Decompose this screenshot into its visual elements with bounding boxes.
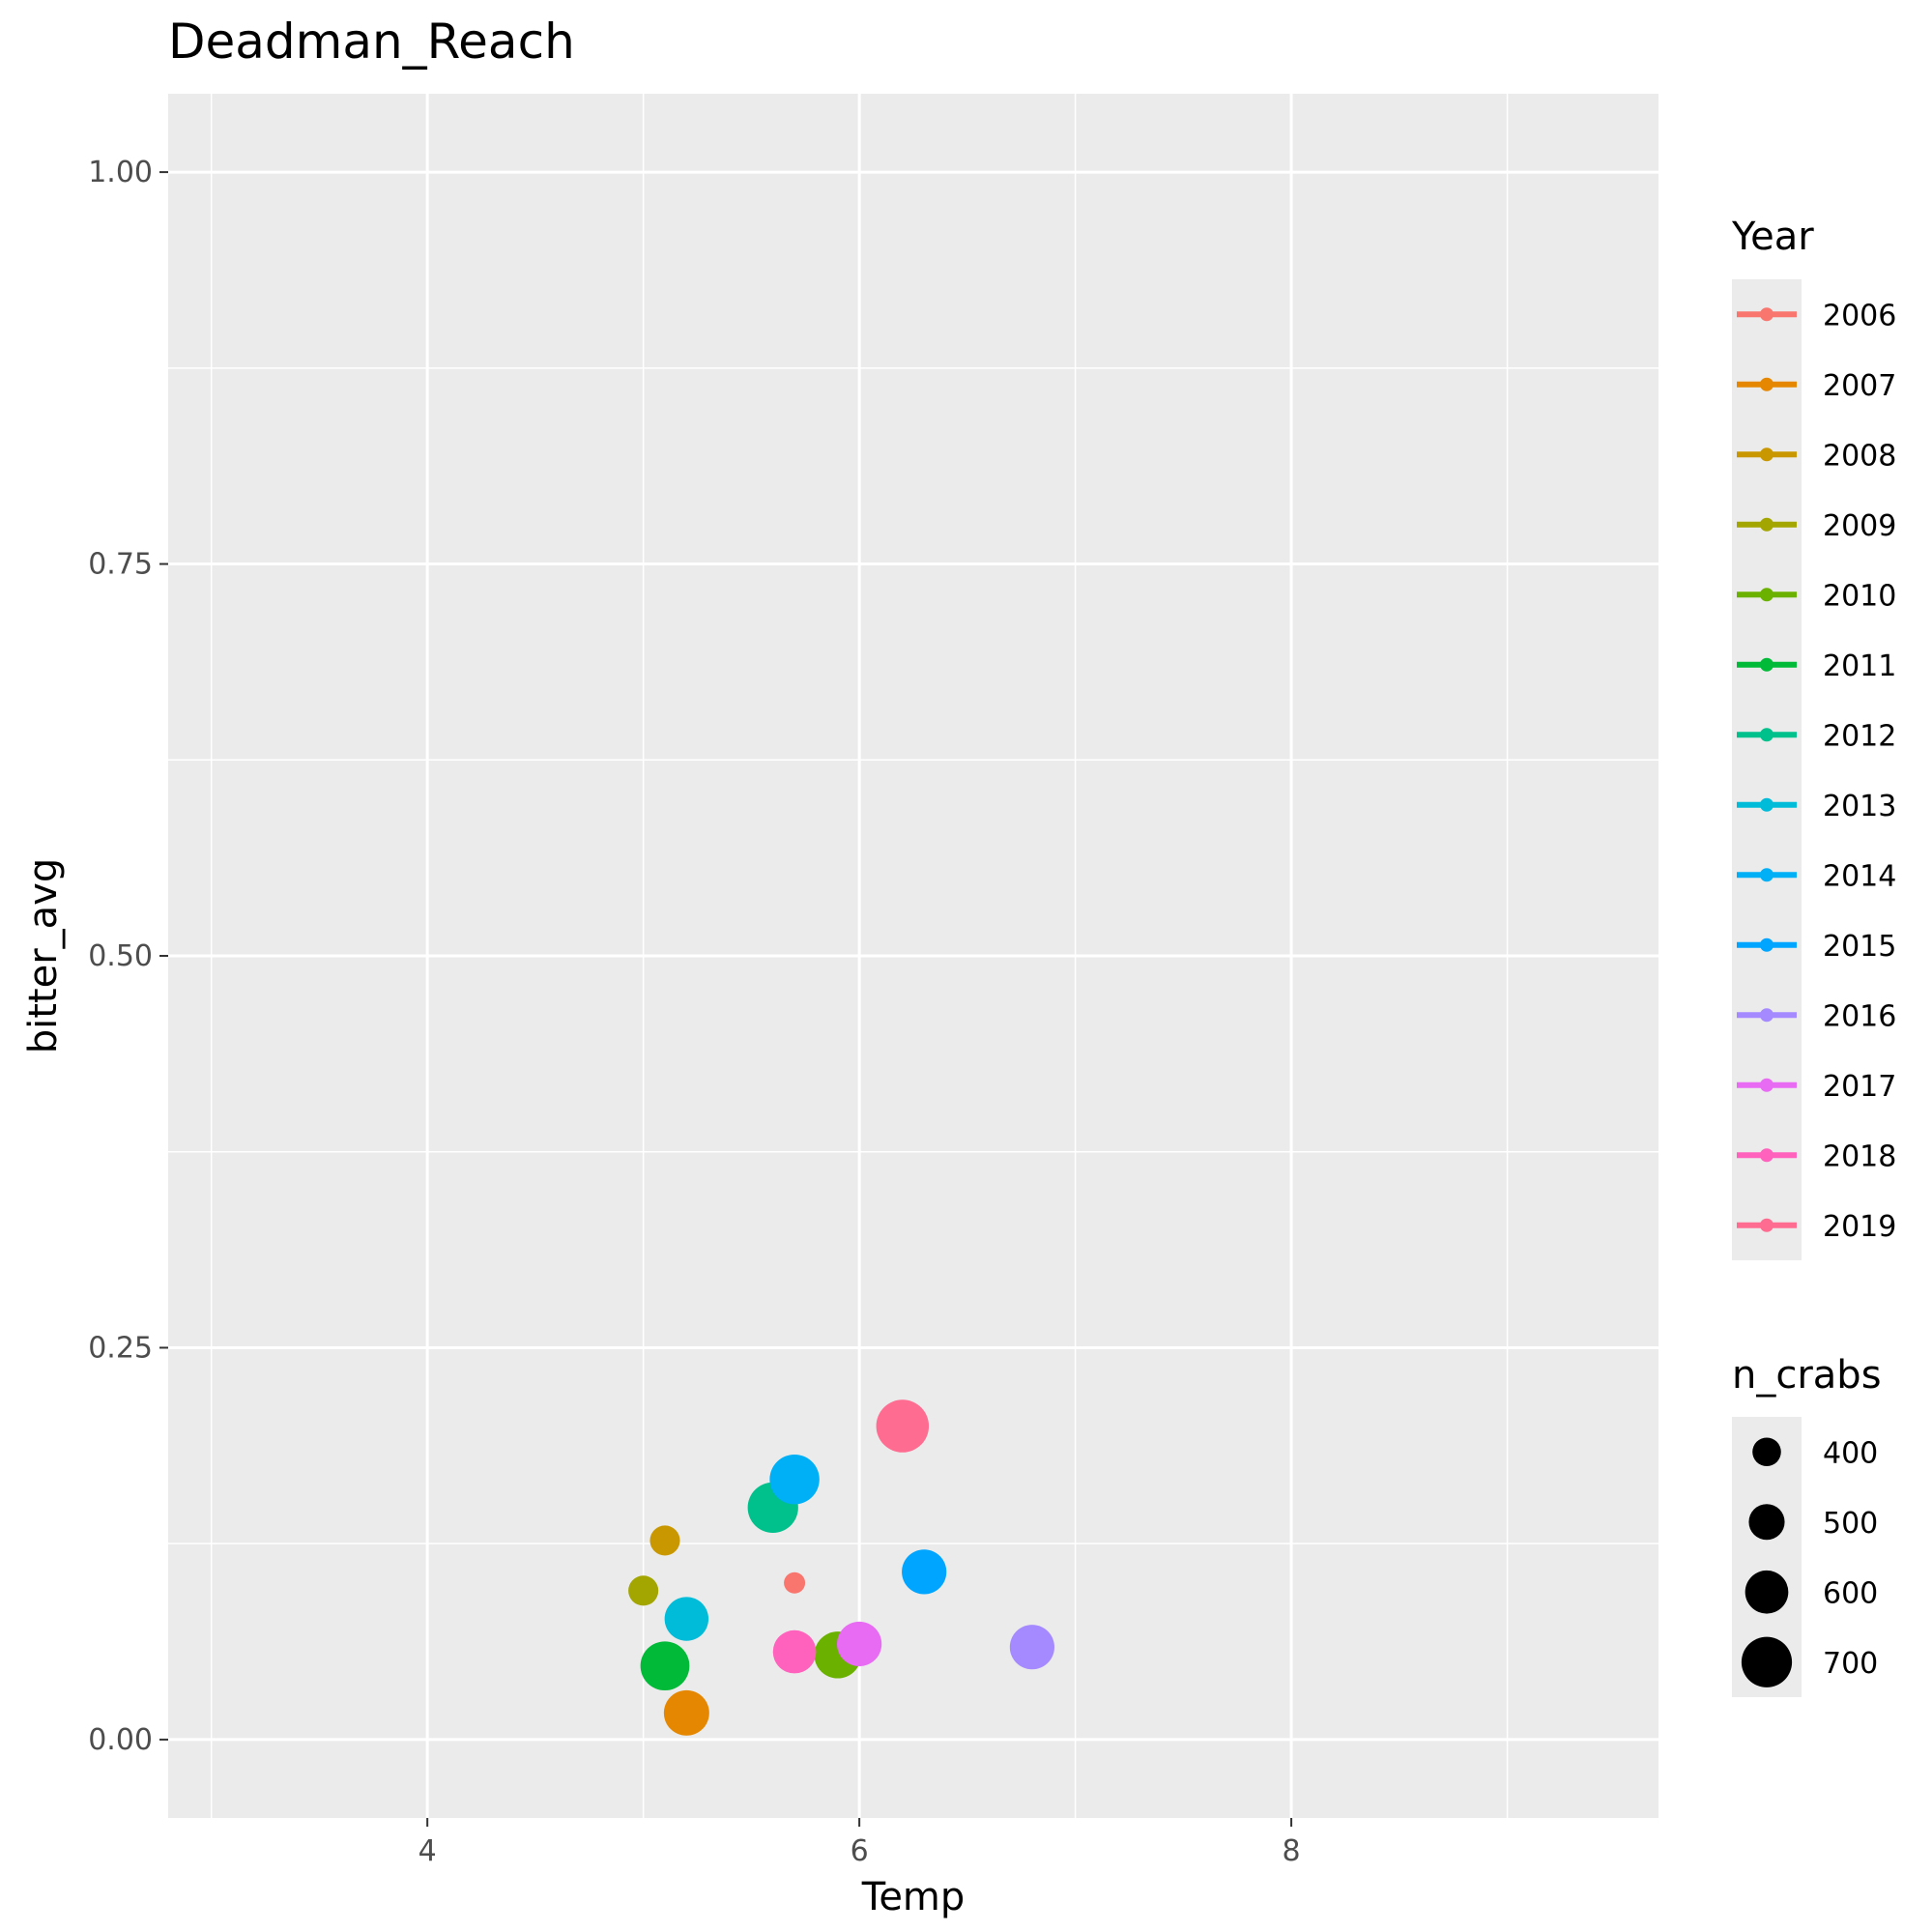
legend-label-2013: 2013 xyxy=(1823,790,1896,823)
size-legend-key-500 xyxy=(1748,1504,1785,1541)
point-2015 xyxy=(902,1549,947,1595)
legend-key-point-2016 xyxy=(1760,1008,1773,1023)
legend-key-point-2017 xyxy=(1760,1078,1773,1092)
legend-key-point-2018 xyxy=(1760,1148,1773,1163)
point-2017 xyxy=(837,1621,882,1667)
color-legend-title: Year xyxy=(1731,215,1814,259)
legend-label-2011: 2011 xyxy=(1823,649,1896,683)
size-legend-label-500: 500 xyxy=(1823,1507,1878,1541)
size-legend-label-400: 400 xyxy=(1823,1436,1878,1470)
size-legend-title: n_crabs xyxy=(1732,1353,1882,1398)
size-legend-key-400 xyxy=(1752,1437,1781,1467)
data-points xyxy=(628,1399,1055,1736)
size-legend-key-600 xyxy=(1745,1570,1789,1614)
legend-label-2017: 2017 xyxy=(1823,1070,1896,1104)
legend-key-point-2009 xyxy=(1760,517,1773,532)
point-2007 xyxy=(663,1689,709,1736)
color-legend: Year 2006 2007 2008 2009 2010 2011 2012 2013 2014… xyxy=(1731,215,1896,1260)
size-legend-key-700 xyxy=(1741,1636,1793,1687)
legend-label-2008: 2008 xyxy=(1823,439,1896,473)
legend-key-point-2006 xyxy=(1760,307,1773,322)
legend-label-2007: 2007 xyxy=(1823,369,1896,403)
legend-key-point-2014 xyxy=(1760,868,1773,882)
y-tick-label: 1.00 xyxy=(88,156,153,189)
y-tick-label: 0.00 xyxy=(88,1723,153,1757)
legend-key-point-2007 xyxy=(1760,377,1773,391)
legend-key-point-2008 xyxy=(1760,447,1773,462)
y-tick-label: 0.25 xyxy=(88,1331,153,1365)
legend-key-point-2015 xyxy=(1760,937,1773,952)
point-2009 xyxy=(628,1575,659,1606)
major-gridlines xyxy=(168,94,1658,1818)
x-tick-label: 8 xyxy=(1283,1834,1301,1868)
legend-label-2006: 2006 xyxy=(1823,299,1896,332)
legend-label-2014: 2014 xyxy=(1823,859,1896,893)
legend-label-2016: 2016 xyxy=(1823,999,1896,1033)
point-2011 xyxy=(640,1641,690,1691)
color-legend-keys-background xyxy=(1732,279,1802,1260)
x-tick-label: 6 xyxy=(851,1834,869,1868)
size-legend: n_crabs 400 500 600 700 xyxy=(1732,1353,1882,1697)
point-2008 xyxy=(649,1525,680,1556)
point-2016 xyxy=(1009,1625,1055,1670)
x-axis-title: Temp xyxy=(861,1875,966,1919)
legend-key-point-2010 xyxy=(1760,588,1773,602)
legend-label-2018: 2018 xyxy=(1823,1139,1896,1173)
size-legend-label-700: 700 xyxy=(1823,1647,1878,1681)
point-2019 xyxy=(876,1399,930,1453)
point-2018 xyxy=(772,1629,817,1674)
size-legend-label-600: 600 xyxy=(1823,1576,1878,1610)
x-axis-ticks: 4 6 8 xyxy=(418,1818,1301,1868)
legend-key-point-2012 xyxy=(1760,728,1773,742)
y-tick-label: 0.75 xyxy=(88,548,153,582)
y-tick-label: 0.50 xyxy=(88,939,153,973)
legend-label-2019: 2019 xyxy=(1823,1210,1896,1244)
legend-label-2015: 2015 xyxy=(1823,930,1896,964)
legend-label-2010: 2010 xyxy=(1823,579,1896,613)
y-axis-title: bitter_avg xyxy=(21,858,66,1054)
y-axis-ticks: 0.00 0.25 0.50 0.75 1.00 xyxy=(88,156,168,1757)
legend-label-2012: 2012 xyxy=(1823,719,1896,753)
legend-key-point-2013 xyxy=(1760,797,1773,812)
chart-title: Deadman_Reach xyxy=(168,14,575,70)
point-2013 xyxy=(664,1597,709,1641)
legend-label-2009: 2009 xyxy=(1823,509,1896,543)
legend-key-point-2019 xyxy=(1760,1218,1773,1232)
x-tick-label: 4 xyxy=(418,1834,437,1868)
legend-key-point-2011 xyxy=(1760,657,1773,672)
point-2006 xyxy=(784,1572,806,1594)
point-2014 xyxy=(769,1454,820,1505)
